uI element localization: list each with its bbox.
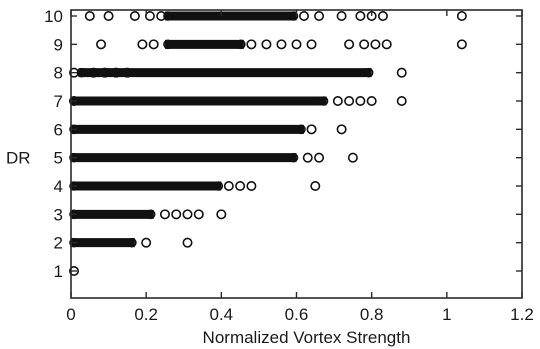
data-point <box>88 67 99 78</box>
y-tick-label: 6 <box>54 120 63 139</box>
band-end-point <box>69 124 79 135</box>
y-tick-label: 4 <box>54 177 63 196</box>
x-tick-label: 0.4 <box>210 305 234 324</box>
x-tick-label: 1 <box>442 305 451 324</box>
data-point <box>314 11 325 21</box>
x-axis-label: Normalized Vortex Strength <box>203 328 411 347</box>
data-point <box>370 39 381 50</box>
data-point <box>306 124 317 135</box>
data-point <box>159 209 170 220</box>
y-tick-label: 2 <box>54 234 63 253</box>
y-axis-label: DR <box>6 149 31 168</box>
band-end-point <box>288 11 299 21</box>
data-point <box>246 39 257 50</box>
data-point <box>336 124 347 135</box>
x-tick-label: 1.2 <box>510 305 534 324</box>
data-point <box>355 96 366 107</box>
y-tick-label: 1 <box>54 262 63 281</box>
data-point <box>336 11 347 21</box>
dense-bands <box>69 11 374 248</box>
data-point <box>344 39 355 50</box>
band-end-point <box>145 209 156 220</box>
data-point <box>103 11 114 21</box>
band-end-point <box>213 181 224 191</box>
data-point <box>396 67 407 78</box>
data-point <box>137 39 148 50</box>
y-axis-ticks: 1 2 3 4 5 6 7 8 9 10 <box>44 7 522 281</box>
data-point <box>310 181 321 192</box>
band-end-point <box>163 39 173 50</box>
band-end-point <box>69 209 79 220</box>
y-tick-label: 7 <box>54 92 63 111</box>
x-axis-ticks: 0 0.2 0.4 0.6 0.8 1 1.2 <box>66 10 534 324</box>
data-point <box>69 67 80 78</box>
data-point <box>171 209 182 220</box>
data-point <box>366 96 377 107</box>
x-tick-label: 0.2 <box>134 305 158 324</box>
data-point <box>246 181 257 192</box>
data-point <box>456 11 467 21</box>
data-point <box>359 39 370 50</box>
band-end-point <box>236 39 246 50</box>
data-point <box>193 209 204 220</box>
band-end-point <box>69 181 79 191</box>
band-end-point <box>69 152 79 163</box>
x-tick-label: 0.6 <box>285 305 309 324</box>
data-point <box>261 39 272 50</box>
data-point <box>314 152 325 163</box>
band-end-point <box>363 67 374 78</box>
data-point <box>144 11 155 21</box>
data-point <box>332 96 343 107</box>
data-point <box>276 39 287 50</box>
y-tick-label: 9 <box>54 35 63 54</box>
data-point <box>347 152 358 163</box>
band-end-point <box>288 152 299 163</box>
band-end-point <box>127 237 137 248</box>
data-point <box>129 11 140 21</box>
data-point <box>156 11 167 21</box>
data-point <box>344 96 355 107</box>
band-end-point <box>318 96 329 106</box>
data-point <box>302 152 313 163</box>
data-point <box>355 11 366 21</box>
data-point <box>216 209 227 220</box>
data-point <box>111 67 122 78</box>
data-point <box>396 96 407 107</box>
band-end-point <box>163 11 173 21</box>
data-point <box>69 96 80 107</box>
data-point <box>96 39 107 50</box>
data-point <box>223 181 234 192</box>
y-tick-label: 3 <box>54 205 63 224</box>
data-point <box>182 209 193 220</box>
data-point <box>141 237 152 248</box>
data-point <box>377 11 388 21</box>
data-point <box>306 39 317 50</box>
y-tick-label: 10 <box>44 7 63 26</box>
data-point <box>299 11 310 21</box>
x-tick-label: 0 <box>66 305 75 324</box>
y-tick-label: 5 <box>54 149 63 168</box>
data-point <box>99 67 110 78</box>
data-point <box>122 67 133 78</box>
data-point <box>182 237 193 248</box>
data-point <box>69 265 80 276</box>
data-point <box>456 39 467 50</box>
x-tick-label: 0.8 <box>360 305 384 324</box>
data-point <box>291 39 302 50</box>
data-point <box>84 11 95 21</box>
data-points <box>69 11 467 276</box>
data-point <box>235 181 246 192</box>
band-end-point <box>296 124 306 135</box>
y-tick-label: 8 <box>54 64 63 83</box>
data-point <box>148 39 159 50</box>
data-point <box>381 39 392 50</box>
band-end-point <box>69 237 79 248</box>
